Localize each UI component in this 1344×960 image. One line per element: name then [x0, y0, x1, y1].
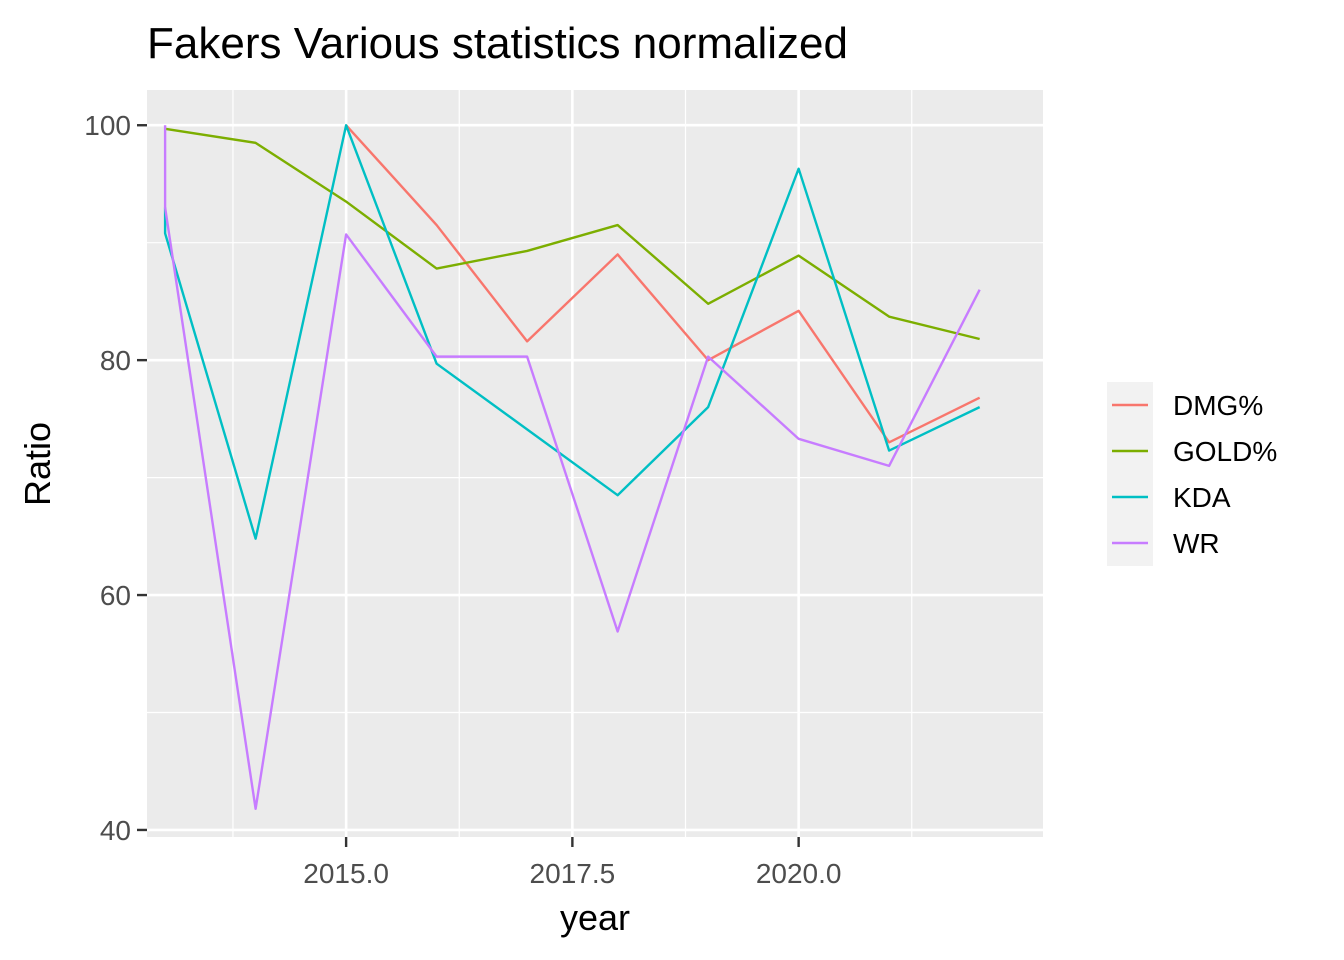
x-tick-label: 2015.0 [303, 858, 389, 889]
series-line-kda [163, 124, 981, 540]
chart-title: Fakers Various statistics normalized [147, 19, 848, 68]
series-line-dmg [345, 124, 981, 444]
legend-entry-label: WR [1173, 528, 1220, 559]
x-axis: 2015.0 2017.5 2020.0 [303, 837, 841, 889]
plot-panel [147, 90, 1043, 837]
legend-key-background [1107, 382, 1153, 566]
legend: DMG% GOLD% KDA WR [1107, 382, 1277, 566]
series-line-gold [164, 127, 980, 341]
legend-entry-label: GOLD% [1173, 436, 1277, 467]
series-lines [163, 124, 981, 811]
y-tick-label: 60 [100, 580, 131, 611]
y-tick-label: 100 [84, 110, 131, 141]
y-tick-label: 80 [100, 345, 131, 376]
series-line-wr [163, 125, 981, 811]
y-axis-label: Ratio [17, 422, 58, 506]
x-tick-label: 2017.5 [530, 858, 616, 889]
x-axis-label: year [560, 897, 630, 938]
legend-entry-label: DMG% [1173, 390, 1263, 421]
y-tick-label: 40 [100, 815, 131, 846]
legend-entry-label: KDA [1173, 482, 1231, 513]
x-tick-label: 2020.0 [756, 858, 842, 889]
y-axis: 40 60 80 100 [84, 110, 147, 846]
